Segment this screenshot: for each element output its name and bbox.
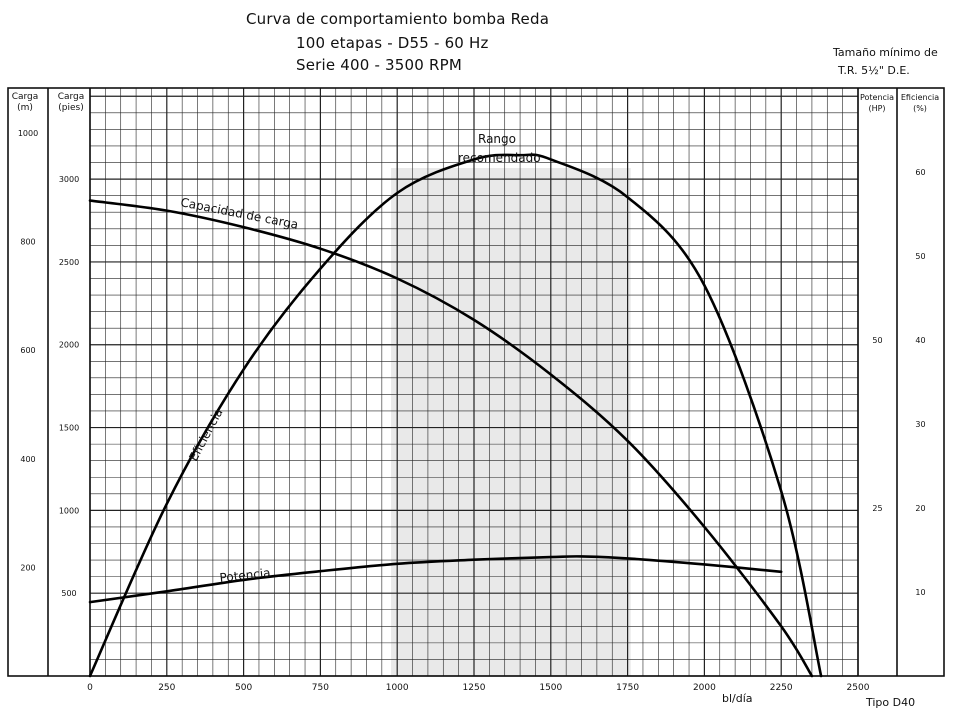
tick-potencia-hp: 25 <box>872 504 882 513</box>
x-tick-label: 1000 <box>386 683 409 693</box>
series-eficiencia <box>88 153 823 678</box>
axis-header-potencia-unit: (HP) <box>868 104 886 113</box>
series-label-potencia: Potencia <box>219 566 271 585</box>
chart-title-line-1: Curva de comportamiento bomba Reda <box>246 10 550 28</box>
axis-header-carga-pies: Carga (pies) <box>52 92 90 114</box>
tick-potencia-hp: 50 <box>872 336 882 345</box>
x-tick-label: 250 <box>158 683 175 693</box>
chart-title-line-3: Serie 400 - 3500 RPM <box>296 56 463 74</box>
tick-carga-m: 400 <box>20 455 35 464</box>
axis-header-carga-m: Carga (m) <box>8 92 42 114</box>
axis-header-eficiencia: Eficiencia (%) <box>897 92 943 114</box>
major-grid <box>89 88 859 677</box>
tick-carga-pies: 1000 <box>59 506 79 515</box>
outer-border <box>7 87 945 677</box>
x-tick-label: 500 <box>235 683 252 693</box>
annotation-rango: Rango <box>478 132 516 146</box>
recommended-range-shading <box>391 168 631 676</box>
axis-header-carga-m-label: Carga <box>11 92 39 102</box>
tick-carga-m: 200 <box>20 563 35 572</box>
tick-carga-pies: 3000 <box>59 175 79 184</box>
x-tick-label: 1250 <box>463 683 486 693</box>
tick-eficiencia: 40 <box>915 336 925 345</box>
casing-note-line-2: T.R. 5½" D.E. <box>838 64 910 77</box>
axis-header-carga-pies-unit: (pies) <box>58 103 84 113</box>
tick-carga-pies: 1500 <box>59 424 79 433</box>
chart-frame <box>7 87 945 677</box>
tick-labels: 0 250 500 750 1000 1250 1500 1750 2000 2250 2500 20… <box>18 129 926 693</box>
tick-eficiencia: 60 <box>915 168 925 177</box>
series-capacidad-de-carga <box>88 199 814 678</box>
tick-carga-m: 800 <box>20 238 35 247</box>
tick-eficiencia: 10 <box>915 588 925 597</box>
chart-footer-type: Tipo D40 <box>866 696 916 709</box>
tick-carga-m: 600 <box>20 346 35 355</box>
x-tick-label: 750 <box>312 683 329 693</box>
tick-eficiencia: 50 <box>915 252 925 261</box>
tick-eficiencia: 20 <box>915 504 925 513</box>
axis-header-carga-pies-label: Carga <box>57 92 85 102</box>
series-potencia <box>88 555 783 604</box>
x-tick-label: 0 <box>87 683 93 693</box>
x-axis-label: bl/día <box>722 692 753 705</box>
tick-carga-m: 1000 <box>18 129 38 138</box>
tick-carga-pies: 2000 <box>59 341 79 350</box>
x-tick-label: 2000 <box>693 683 716 693</box>
x-tick-label: 2250 <box>770 683 793 693</box>
axis-header-eficiencia-label: Eficiencia <box>900 93 940 102</box>
annotation-recomendado: recomendado <box>458 151 541 165</box>
chart-title-line-2: 100 etapas - D55 - 60 Hz <box>296 34 489 52</box>
x-tick-label: 1750 <box>616 683 639 693</box>
tick-carga-pies: 500 <box>61 589 76 598</box>
casing-note-line-1: Tamaño mínimo de <box>833 46 938 59</box>
series-label-eficiencia: Eficiencia <box>186 406 225 463</box>
axis-header-eficiencia-unit: (%) <box>913 104 927 113</box>
tick-carga-pies: 2500 <box>59 258 79 267</box>
axis-header-potencia: Potencia (HP) <box>858 92 896 114</box>
x-tick-label: 1500 <box>539 683 562 693</box>
axis-header-potencia-label: Potencia <box>859 93 895 102</box>
recommended-range-band <box>391 168 631 676</box>
x-tick-label: 2500 <box>847 683 870 693</box>
tick-eficiencia: 30 <box>915 420 925 429</box>
axis-header-carga-m-unit: (m) <box>17 103 33 113</box>
series-curves <box>88 153 823 678</box>
